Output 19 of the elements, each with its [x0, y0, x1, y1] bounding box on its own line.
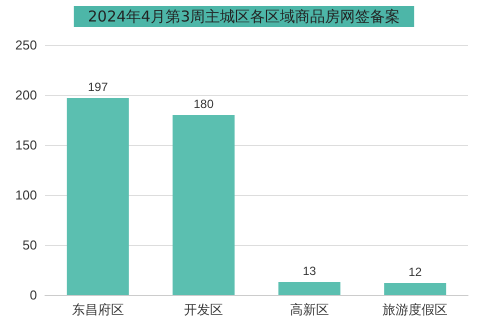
x-tick-label: 高新区 — [290, 302, 329, 317]
y-tick-label: 150 — [15, 138, 37, 152]
y-tick-label: 250 — [15, 38, 37, 52]
bar — [278, 282, 340, 295]
chart-title: 2024年4月第3周主城区各区域商品房网签备案 — [88, 8, 400, 26]
y-tick-label: 100 — [15, 188, 37, 202]
x-tick-label: 开发区 — [184, 302, 224, 317]
x-tick-label: 东昌府区 — [72, 302, 124, 317]
data-label: 180 — [194, 97, 214, 111]
bar — [172, 115, 235, 295]
data-label: 197 — [88, 80, 108, 94]
bar — [384, 283, 446, 295]
y-tick-label: 200 — [15, 88, 37, 102]
data-label: 13 — [302, 264, 316, 278]
data-label: 12 — [408, 265, 422, 279]
bar — [66, 98, 129, 295]
y-tick-label: 50 — [22, 238, 37, 252]
x-tick-label: 旅游度假区 — [382, 302, 448, 317]
y-tick-label: 0 — [30, 288, 37, 302]
